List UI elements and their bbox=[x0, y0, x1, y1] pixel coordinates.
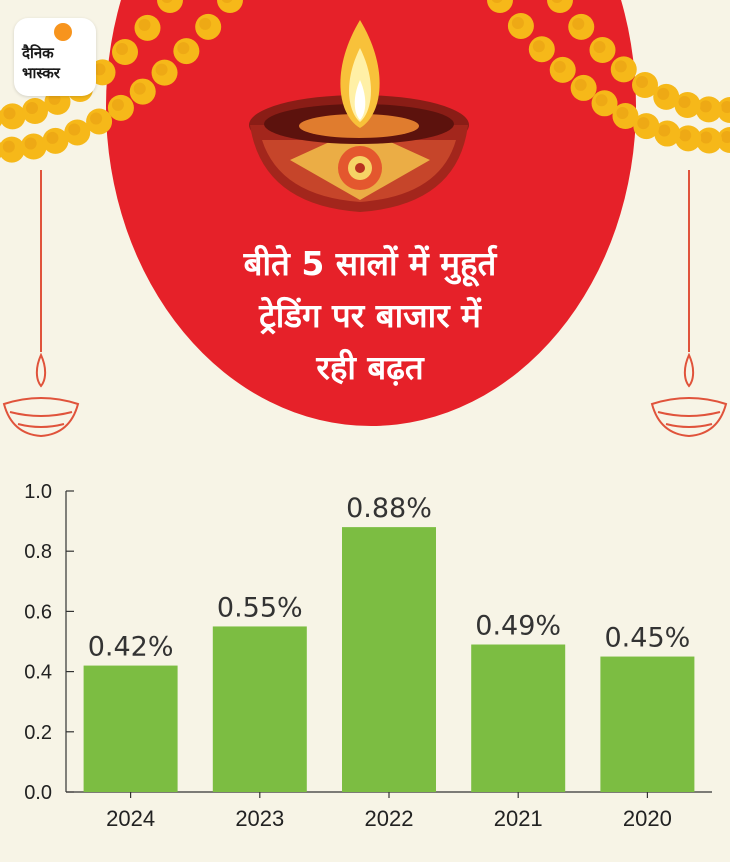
chart-labels: 0.0 0.2 0.4 0.6 0.8 1.0 0.42% 2024 0.55% 2023 0.88… bbox=[24, 481, 690, 831]
headline-line2: ट्रेडिंग पर बाजार में bbox=[259, 296, 481, 335]
headline: बीते 5 सालों में मुहूर्त ट्रेडिंग पर बाज… bbox=[150, 238, 590, 394]
x-tick-label: 2022 bbox=[365, 806, 414, 831]
y-tick-label: 0.4 bbox=[24, 662, 52, 684]
y-tick-label: 0.8 bbox=[24, 541, 52, 563]
dainik-bhaskar-logo: दैनिक भास्कर bbox=[14, 18, 96, 96]
bar bbox=[342, 527, 436, 792]
x-tick-label: 2024 bbox=[106, 806, 155, 831]
marigold-garland-icon bbox=[0, 0, 730, 163]
bar-data-label: 0.88% bbox=[346, 493, 432, 524]
logo-text-line2: भास्कर bbox=[22, 64, 60, 82]
bar bbox=[83, 665, 178, 792]
hanging-diya-left-icon bbox=[2, 170, 80, 438]
x-tick-label: 2023 bbox=[235, 806, 284, 831]
hanging-diya-right-icon bbox=[650, 170, 728, 438]
bar bbox=[600, 656, 695, 792]
x-tick-label: 2020 bbox=[623, 806, 672, 831]
headline-line1: बीते 5 सालों में मुहूर्त bbox=[243, 244, 497, 283]
bar bbox=[471, 644, 566, 792]
bar-data-label: 0.55% bbox=[217, 592, 303, 623]
headline-line3: रही बढ़त bbox=[316, 348, 424, 387]
bar bbox=[212, 626, 307, 792]
bar-data-label: 0.49% bbox=[475, 611, 561, 642]
y-tick-label: 0.2 bbox=[24, 722, 52, 744]
bar-data-label: 0.42% bbox=[88, 632, 174, 663]
chart-bars bbox=[83, 527, 695, 792]
bar-data-label: 0.45% bbox=[605, 623, 691, 654]
y-tick-label: 0.0 bbox=[24, 782, 52, 804]
y-tick-label: 1.0 bbox=[24, 481, 52, 503]
diya-lamp-icon bbox=[249, 20, 469, 212]
logo-text-line1: दैनिक bbox=[22, 44, 54, 62]
sun-icon bbox=[54, 23, 72, 41]
x-tick-label: 2021 bbox=[494, 806, 543, 831]
y-tick-label: 0.6 bbox=[24, 601, 52, 623]
